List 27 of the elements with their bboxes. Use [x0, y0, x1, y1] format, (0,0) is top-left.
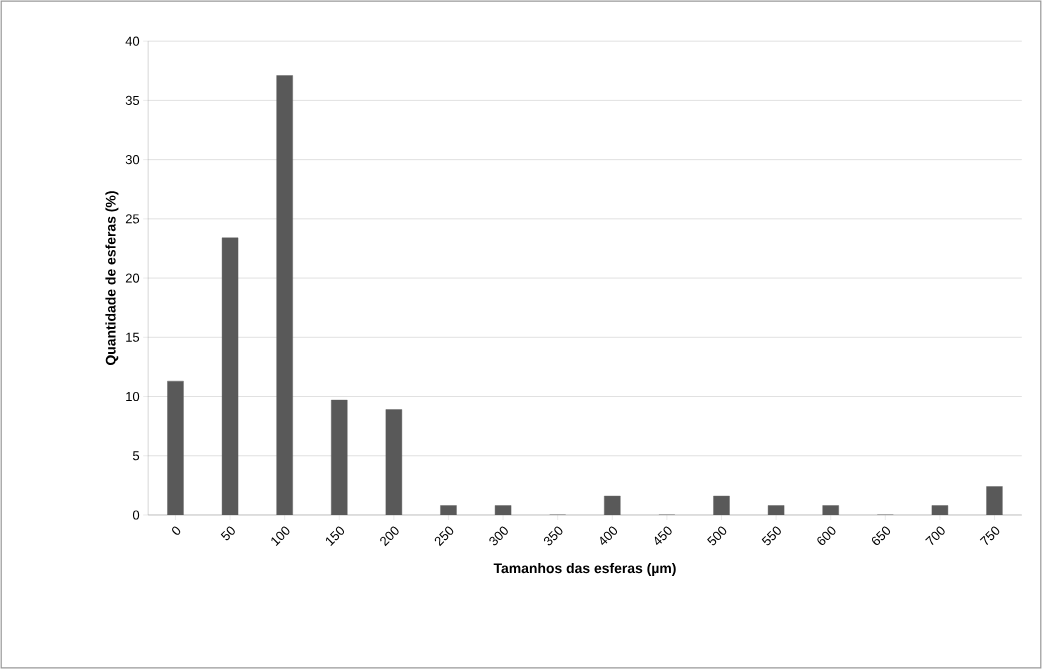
y-axis-title: Quantidade de esferas (%) [105, 191, 119, 365]
x-axis-title: Tamanhos das esferas (µm) [493, 562, 676, 576]
x-tick-label: 0 [172, 526, 181, 535]
y-tick-label: 10 [126, 391, 140, 402]
x-tick-label: 250 [434, 526, 454, 547]
x-tick-label: 200 [380, 526, 399, 547]
y-tick-label: 25 [125, 214, 140, 224]
x-tick-label: 550 [761, 526, 781, 546]
y-tick-label: 40 [125, 36, 140, 46]
x-tick-label: 500 [707, 526, 727, 546]
y-tick-label: 35 [125, 95, 140, 105]
x-tick-label: 300 [489, 526, 508, 546]
x-tick-label: 600 [817, 526, 836, 545]
y-tick-label: 30 [125, 154, 140, 165]
x-tick-label: 150 [326, 526, 345, 546]
y-tick-label: 15 [126, 332, 140, 342]
x-tick-label: 750 [979, 526, 1000, 545]
x-tick-label: 100 [271, 526, 290, 546]
y-tick-label: 5 [132, 451, 140, 461]
x-tick-label: 400 [600, 526, 618, 545]
x-tick-label: 50 [220, 526, 235, 541]
x-tick-label: 450 [654, 526, 672, 545]
x-tick-label: 700 [925, 526, 945, 545]
y-tick-label: 20 [125, 273, 140, 283]
y-tick-label: 0 [132, 510, 140, 520]
x-tick-label: 650 [871, 526, 891, 545]
x-tick-label: 350 [543, 526, 563, 546]
